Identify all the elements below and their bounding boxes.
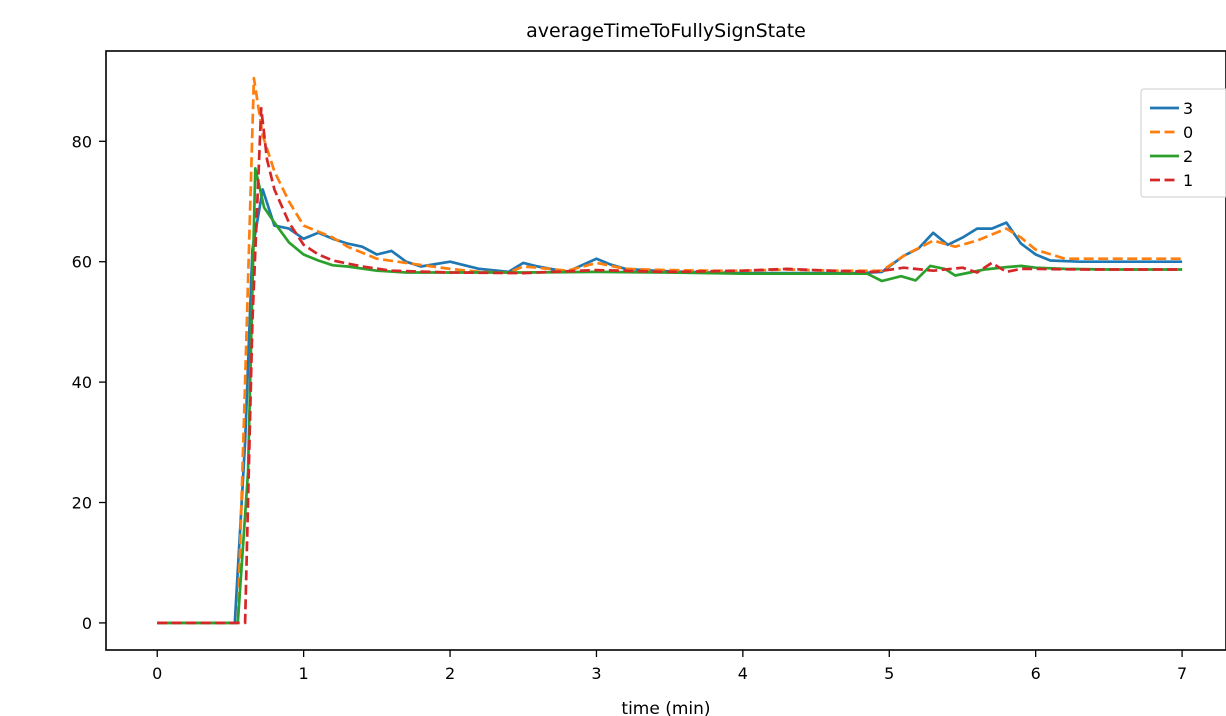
legend-label-3: 3 (1183, 99, 1193, 118)
x-tick-label: 7 (1177, 664, 1187, 683)
x-tick-label: 6 (1031, 664, 1041, 683)
y-axis: 0 20 40 60 80 (72, 132, 106, 633)
legend-label-2: 2 (1183, 147, 1193, 166)
series-line-3 (157, 188, 1183, 625)
x-axis: 0 1 2 3 4 5 6 7 (152, 650, 1187, 683)
x-tick-label: 5 (884, 664, 894, 683)
plot-lines (157, 76, 1183, 625)
legend-box (1140, 88, 1226, 198)
plot-frame (105, 50, 1226, 651)
y-tick-label: 40 (72, 373, 92, 392)
x-axis-label: time (min) (621, 699, 710, 716)
y-tick-label: 60 (72, 253, 92, 272)
x-tick-label: 2 (445, 664, 455, 683)
x-tick-label: 3 (591, 664, 601, 683)
y-tick-label: 0 (82, 614, 92, 633)
legend-label-0: 0 (1183, 123, 1193, 142)
y-tick-label: 80 (72, 132, 92, 151)
legend: 3 0 2 1 (1140, 88, 1226, 198)
chart-title: averageTimeToFullySignState (526, 20, 806, 42)
series-line-0 (157, 76, 1183, 625)
legend-label-1: 1 (1183, 171, 1193, 190)
series-line-1 (157, 106, 1183, 625)
x-tick-label: 4 (738, 664, 748, 683)
x-tick-label: 0 (152, 664, 162, 683)
y-tick-label: 20 (72, 494, 92, 513)
x-tick-label: 1 (299, 664, 309, 683)
series-line-2 (157, 167, 1183, 625)
